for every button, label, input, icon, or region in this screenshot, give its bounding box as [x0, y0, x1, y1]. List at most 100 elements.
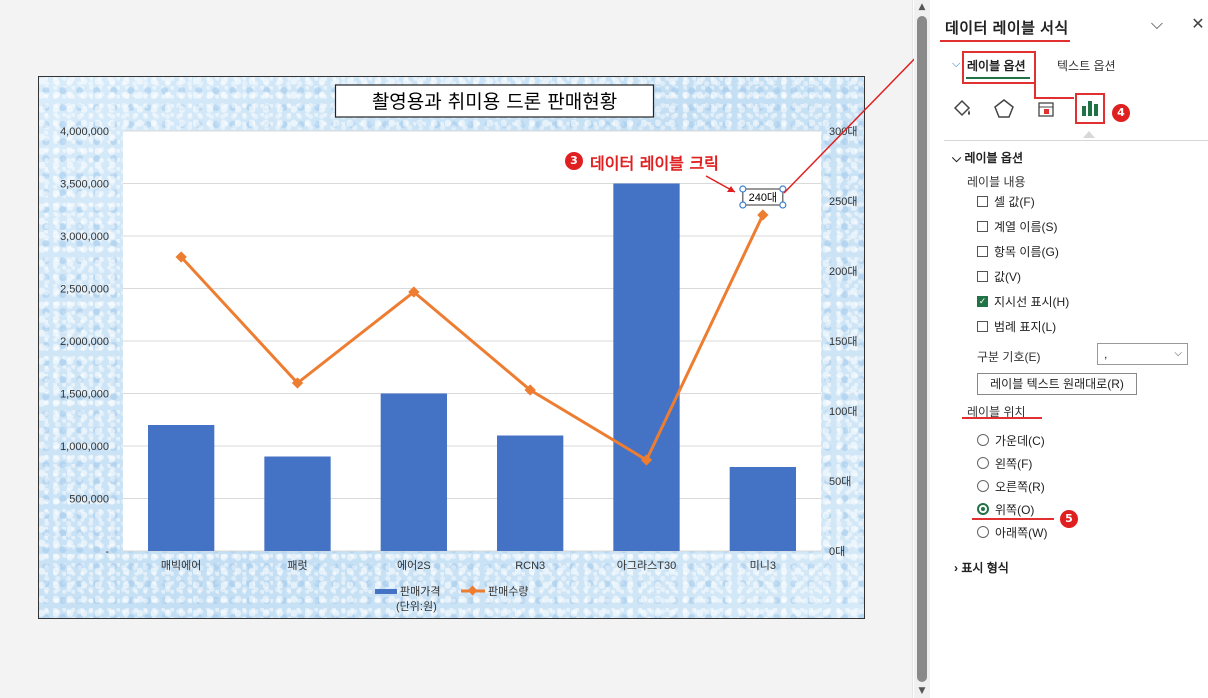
connector-line-2 [1034, 97, 1074, 99]
radio-left[interactable]: 왼쪽(F) [977, 454, 1032, 472]
separator-value: , [1104, 347, 1108, 361]
active-tab-underline [966, 77, 1030, 79]
label-options-icon[interactable] [1077, 95, 1103, 121]
radio-center[interactable]: 가운데(C) [977, 431, 1045, 449]
legend-label-bar-unit: (단위:원) [396, 600, 437, 613]
position-highlight [962, 417, 1042, 419]
left-axis-tick: 3,500,000 [60, 179, 109, 191]
checkbox-label: 지시선 표시(H) [994, 294, 1070, 309]
line-series [180, 214, 765, 462]
scroll-down-icon[interactable]: ▼ [918, 686, 926, 696]
data-label-box [742, 188, 784, 206]
checkmark-icon[interactable]: ✓ [977, 295, 988, 307]
selection-handle [779, 185, 787, 193]
radio-label: 아래쪽(W) [995, 525, 1048, 540]
chevron-down-icon[interactable]: ⌵ [1150, 16, 1164, 33]
left-axis-tick: 3,000,000 [60, 231, 109, 243]
checkbox-series-name[interactable]: 계열 이름(S) [977, 217, 1058, 235]
chart-title-box [334, 84, 655, 118]
line-marker [175, 251, 187, 263]
size-properties-icon[interactable] [1033, 96, 1059, 122]
checkbox-legend-key[interactable]: 범례 표지(L) [977, 317, 1056, 335]
left-axis-tick: 2,000,000 [60, 336, 109, 348]
checkbox-category-name[interactable]: 항목 이름(G) [977, 242, 1059, 260]
separator-label: 구분 기호(E) [977, 350, 1041, 364]
chart-area[interactable]: - 500,000 1,000,000 1,500,000 2,000,000 2,500… [38, 76, 865, 619]
radio-label: 왼쪽(F) [995, 456, 1033, 471]
checkbox-cell-value[interactable]: 셀 값(F) [977, 192, 1035, 210]
step-3-badge: 3 [565, 152, 583, 170]
bar [148, 425, 215, 551]
label-contains-heading: 레이블 내용 [967, 175, 1026, 189]
data-label: 240대 [749, 191, 777, 204]
radio-button[interactable] [977, 457, 989, 469]
category-label: 미니3 [750, 559, 776, 572]
bar [380, 393, 447, 551]
radio-below[interactable]: 아래쪽(W) [977, 523, 1047, 541]
radio-button[interactable] [977, 526, 989, 538]
radio-button-selected[interactable] [977, 503, 989, 515]
checkbox-box[interactable] [977, 220, 988, 232]
tab-text-options[interactable]: 텍스트 옵션 [1057, 59, 1116, 73]
checkbox-box[interactable] [977, 270, 988, 282]
chart-title: 촬영용과 취미용 드론 판매현황 [372, 91, 617, 113]
radio-above[interactable]: 위쪽(O) [977, 500, 1034, 518]
bar [497, 435, 564, 551]
checkbox-box[interactable] [977, 195, 988, 207]
legend-label-line: 판매수량 [488, 585, 528, 598]
tab-chevron-icon[interactable]: ⌵ [952, 58, 961, 70]
fill-line-icon[interactable] [949, 96, 975, 122]
legend-label-bar: 판매가격 [400, 585, 440, 598]
checkbox-leader-lines[interactable]: ✓ 지시선 표시(H) [977, 292, 1069, 310]
selected-pointer [1083, 131, 1095, 138]
section-label-options-label: 레이블 옵션 [964, 151, 1023, 165]
checkbox-label: 항목 이름(G) [994, 244, 1059, 259]
right-axis-tick: 200대 [829, 265, 857, 278]
selection-handle [739, 201, 747, 209]
label-position-heading: 레이블 위치 [967, 405, 1026, 419]
radio-label: 위쪽(O) [995, 502, 1035, 517]
radio-button[interactable] [977, 434, 989, 446]
separator-select[interactable]: , ⌵ [1097, 343, 1188, 365]
title-highlight [940, 40, 1070, 42]
selection-handle [739, 185, 747, 193]
expand-chevron-icon: ⌵ [952, 151, 962, 165]
scroll-thumb[interactable] [917, 16, 927, 682]
checkbox-label: 값(V) [994, 269, 1022, 284]
effects-icon[interactable] [991, 96, 1017, 122]
radio-label: 오른쪽(R) [995, 479, 1045, 494]
section-number-format-label: 표시 형식 [961, 561, 1009, 575]
bar [264, 456, 331, 551]
scroll-up-icon[interactable]: ▲ [918, 2, 926, 12]
category-label: RCN3 [515, 560, 545, 572]
format-data-labels-pane: 데이터 레이블 서식 ⌵ ✕ ⌵ 레이블 옵션 텍스트 옵션 4 ⌵ 레이블 옵… [932, 0, 1208, 698]
checkbox-box[interactable] [977, 320, 988, 332]
tab-label-options[interactable]: 레이블 옵션 [967, 59, 1026, 73]
right-axis-tick: 250대 [829, 195, 857, 208]
radio-right[interactable]: 오른쪽(R) [977, 477, 1045, 495]
checkbox-label: 셀 값(F) [994, 194, 1035, 209]
reset-label-text-button[interactable]: 레이블 텍스트 원래대로(R) [977, 373, 1137, 395]
legend-swatch-bar [375, 589, 397, 594]
section-label-options[interactable]: ⌵ 레이블 옵션 [952, 149, 1023, 166]
bar [613, 183, 680, 551]
section-number-format[interactable]: › 표시 형식 [954, 559, 1009, 576]
checkbox-box[interactable] [977, 245, 988, 257]
vertical-scrollbar[interactable]: ▲ ▼ [914, 0, 930, 698]
category-label: 에어2S [397, 559, 431, 572]
left-axis-tick: 4,000,000 [60, 126, 109, 138]
category-label: 아그라스T30 [617, 559, 676, 572]
left-axis-tick: 1,000,000 [60, 441, 109, 453]
pane-title: 데이터 레이블 서식 [945, 20, 1069, 37]
close-icon[interactable]: ✕ [1191, 16, 1205, 33]
line-marker [757, 209, 769, 221]
checkbox-value[interactable]: 값(V) [977, 267, 1021, 285]
step-3-text: 데이터 레이블 크릭 [590, 154, 719, 173]
step-4-badge: 4 [1112, 104, 1130, 122]
left-axis-tick: 500,000 [69, 494, 109, 506]
worksheet-area: - 500,000 1,000,000 1,500,000 2,000,000 2,500… [0, 0, 913, 698]
combo-chart[interactable]: - 500,000 1,000,000 1,500,000 2,000,000 2,500… [39, 77, 866, 620]
left-axis-tick: 2,500,000 [60, 284, 109, 296]
legend-marker [467, 585, 478, 596]
radio-button[interactable] [977, 480, 989, 492]
